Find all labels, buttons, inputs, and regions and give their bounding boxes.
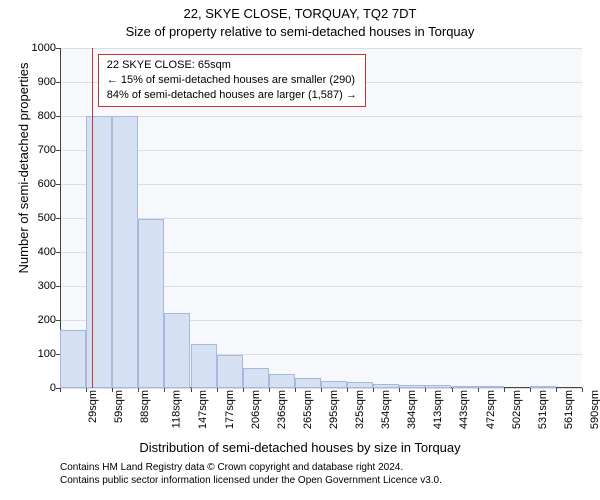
x-tick-mark (530, 388, 531, 392)
x-tick-mark (347, 388, 348, 392)
histogram-bar (243, 368, 269, 388)
x-tick-mark (86, 388, 87, 392)
histogram-bar (295, 378, 321, 388)
x-tick-mark (138, 388, 139, 392)
gridline (60, 184, 582, 185)
x-tick-mark (321, 388, 322, 392)
infobox-line-1: 22 SKYE CLOSE: 65sqm (107, 58, 357, 73)
histogram-bar (399, 385, 425, 388)
histogram-bar (86, 116, 112, 388)
x-tick-label: 147sqm (198, 390, 210, 429)
footer-line-1: Contains HM Land Registry data © Crown c… (60, 462, 442, 475)
x-tick-mark (164, 388, 165, 392)
x-tick-mark (243, 388, 244, 392)
footer-line-2: Contains public sector information licen… (60, 475, 442, 488)
y-tick-label: 400 (38, 246, 60, 258)
plot-area: 0100200300400500600700800900100029sqm59s… (60, 48, 582, 388)
infobox-line-2: ← 15% of semi-detached houses are smalle… (107, 73, 357, 88)
x-tick-label: 413sqm (432, 390, 444, 429)
x-tick-label: 265sqm (302, 390, 314, 429)
x-tick-label: 118sqm (171, 390, 183, 428)
histogram-bar (217, 355, 243, 388)
y-tick-label: 500 (38, 212, 60, 224)
histogram-bar (347, 382, 373, 388)
histogram-bar (425, 385, 451, 388)
y-tick-label: 300 (38, 280, 60, 292)
gridline (60, 116, 582, 117)
x-tick-mark (582, 388, 583, 392)
x-tick-label: 29sqm (87, 390, 99, 423)
x-tick-label: 59sqm (113, 390, 125, 423)
x-tick-label: 88sqm (139, 390, 151, 423)
histogram-bar (112, 116, 138, 388)
x-tick-mark (504, 388, 505, 392)
x-tick-mark (452, 388, 453, 392)
histogram-bar (373, 384, 399, 388)
histogram-bar (269, 374, 295, 388)
chart-subtitle: Size of property relative to semi-detach… (0, 24, 600, 39)
y-axis-label: Number of semi-detached properties (16, 0, 31, 338)
histogram-bar (60, 330, 86, 388)
x-tick-mark (112, 388, 113, 392)
x-tick-label: 354sqm (380, 390, 392, 429)
footer-attribution: Contains HM Land Registry data © Crown c… (60, 462, 442, 487)
y-tick-label: 800 (38, 110, 60, 122)
x-tick-mark (269, 388, 270, 392)
x-tick-label: 384sqm (406, 390, 418, 429)
x-tick-mark (217, 388, 218, 392)
histogram-bar (321, 381, 347, 388)
x-tick-label: 325sqm (354, 390, 366, 429)
x-tick-mark (556, 388, 557, 392)
chart-title: 22, SKYE CLOSE, TORQUAY, TQ2 7DT (0, 6, 600, 21)
histogram-bar (478, 386, 504, 388)
infobox-line-3: 84% of semi-detached houses are larger (… (107, 88, 357, 103)
gridline (60, 150, 582, 151)
y-tick-label: 1000 (32, 42, 60, 54)
x-tick-mark (399, 388, 400, 392)
x-tick-label: 502sqm (511, 390, 523, 429)
histogram-bar (530, 386, 556, 388)
y-tick-label: 700 (38, 144, 60, 156)
x-tick-label: 236sqm (276, 390, 288, 429)
y-tick-label: 0 (50, 382, 60, 394)
x-tick-mark (60, 388, 61, 392)
histogram-bar (191, 344, 217, 388)
histogram-bar (452, 386, 478, 388)
histogram-bar (138, 219, 164, 388)
x-tick-mark (295, 388, 296, 392)
y-tick-label: 100 (38, 348, 60, 360)
x-tick-label: 177sqm (224, 390, 236, 429)
y-tick-label: 600 (38, 178, 60, 190)
x-tick-label: 561sqm (563, 390, 575, 429)
x-tick-mark (373, 388, 374, 392)
marker-infobox: 22 SKYE CLOSE: 65sqm← 15% of semi-detach… (98, 54, 366, 107)
x-tick-label: 590sqm (589, 390, 600, 429)
x-tick-mark (478, 388, 479, 392)
histogram-bar (164, 313, 190, 388)
y-tick-label: 200 (38, 314, 60, 326)
x-tick-label: 531sqm (537, 390, 549, 429)
y-tick-label: 900 (38, 76, 60, 88)
x-tick-mark (191, 388, 192, 392)
marker-line (92, 48, 93, 388)
x-tick-label: 472sqm (485, 390, 497, 429)
gridline (60, 48, 582, 49)
x-axis-label: Distribution of semi-detached houses by … (0, 440, 600, 455)
x-tick-label: 206sqm (250, 390, 262, 429)
x-tick-mark (425, 388, 426, 392)
x-tick-label: 295sqm (328, 390, 340, 429)
x-tick-label: 443sqm (459, 390, 471, 429)
